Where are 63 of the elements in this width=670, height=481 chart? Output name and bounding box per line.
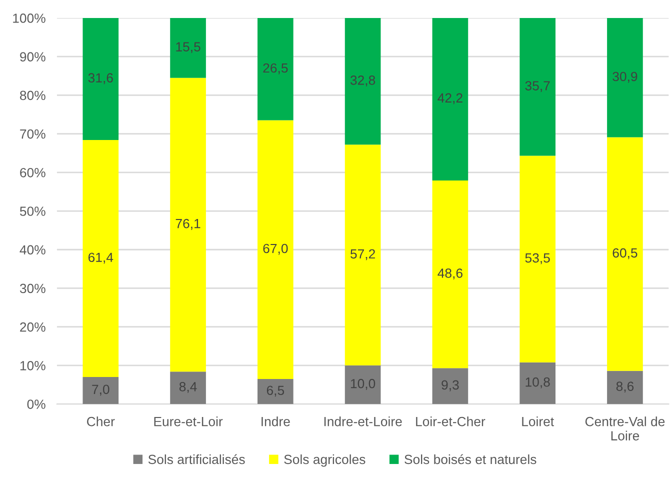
data-label: 8,4	[179, 382, 197, 393]
bar	[170, 372, 206, 404]
data-label: 67,0	[263, 244, 288, 255]
x-tick-label: Loir-et-Cher	[416, 416, 486, 426]
data-label: 6,5	[266, 386, 284, 397]
bar	[170, 78, 206, 372]
data-label: 60,5	[612, 248, 638, 260]
data-label: 15,5	[176, 42, 200, 54]
bar	[82, 377, 119, 404]
data-label: 30,9	[612, 72, 638, 83]
x-tick-label: Cher	[87, 416, 115, 426]
legend-label: Sols agricoles	[284, 454, 366, 467]
y-tick-label: 70%	[20, 129, 46, 139]
bar	[607, 18, 643, 138]
y-tick-label: 10%	[20, 361, 46, 370]
bar	[432, 18, 468, 181]
data-label: 10,0	[350, 378, 376, 390]
x-tick-label: Centre-Val de Loire	[585, 416, 665, 440]
bar	[82, 140, 119, 378]
bar	[520, 156, 556, 362]
data-label: 9,3	[442, 380, 459, 392]
bar	[344, 365, 381, 404]
bar	[258, 18, 294, 120]
data-label: 53,5	[525, 253, 550, 264]
y-tick-label: 90%	[20, 52, 46, 62]
y-tick-label: 0%	[27, 400, 46, 409]
data-label: 31,6	[88, 73, 113, 84]
x-tick-label: Indre	[262, 416, 290, 426]
y-tick-label: 60%	[20, 168, 46, 178]
data-label: 76,1	[176, 218, 200, 230]
bar	[607, 137, 643, 371]
bar	[170, 18, 206, 78]
x-tick-label: Eure-et-Loir	[154, 416, 223, 426]
y-tick-label: 100%	[13, 14, 46, 23]
y-tick-label: 20%	[20, 322, 46, 332]
bar	[520, 18, 556, 156]
y-tick-label: 30%	[20, 284, 46, 294]
bar	[258, 378, 294, 404]
bar	[432, 180, 468, 368]
data-label: 32,8	[350, 76, 376, 86]
data-label: 57,2	[350, 249, 375, 260]
bar	[258, 120, 294, 379]
bar	[607, 370, 643, 404]
y-tick-label: 40%	[20, 245, 46, 255]
data-label: 48,6	[438, 268, 462, 280]
bar	[432, 368, 468, 404]
data-label: 7,0	[92, 384, 110, 396]
bar	[344, 18, 381, 145]
legend-label: Sols boisés et naturels	[404, 454, 536, 464]
data-label: 42,2	[438, 93, 462, 104]
data-label: 61,4	[88, 252, 114, 264]
data-label: 8,6	[616, 382, 634, 393]
data-label: 35,7	[525, 81, 550, 92]
x-tick-label: Indre-et-Loire	[324, 416, 402, 426]
x-tick-label: Loiret	[522, 416, 554, 426]
bar	[344, 144, 381, 366]
data-label: 26,5	[263, 63, 288, 74]
data-label: 10,8	[526, 377, 550, 388]
bar	[520, 362, 556, 404]
y-tick-label: 80%	[20, 90, 46, 100]
y-tick-label: 50%	[20, 206, 46, 216]
bar	[82, 18, 119, 140]
legend-label: Sols artificialisés	[148, 454, 245, 464]
